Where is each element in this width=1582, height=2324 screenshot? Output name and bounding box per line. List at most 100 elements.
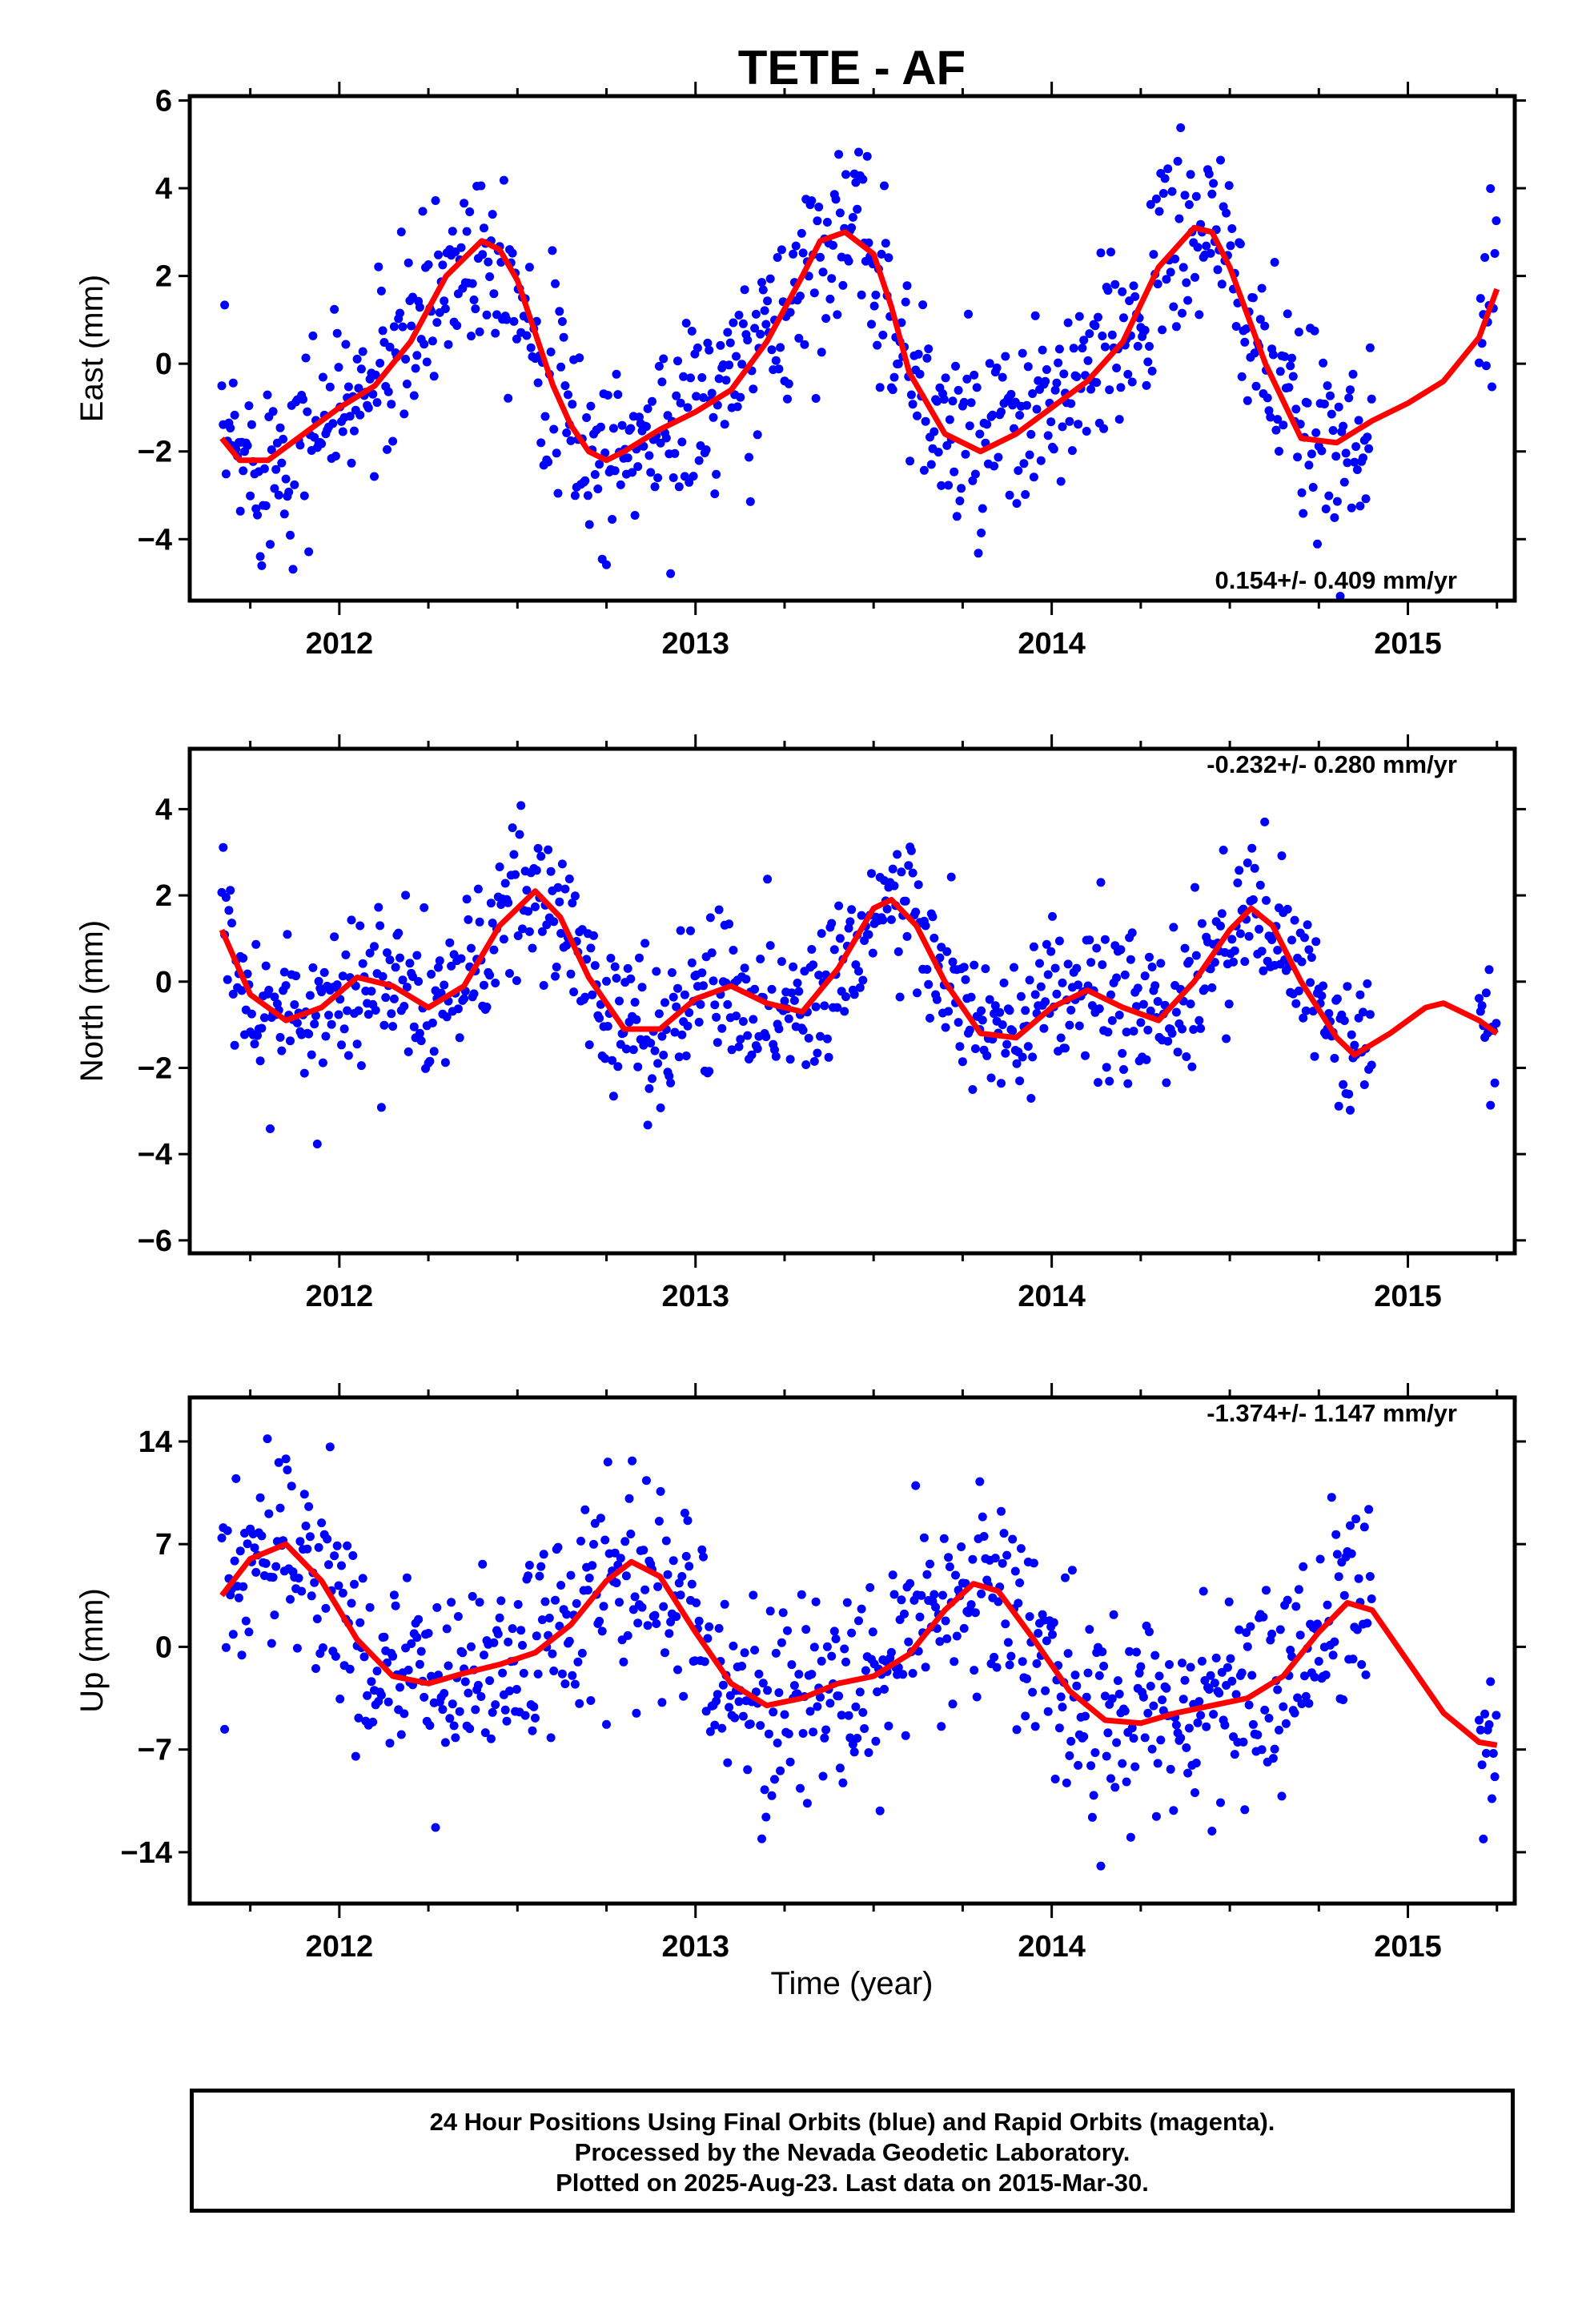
up-point xyxy=(588,1561,597,1570)
north-point xyxy=(1122,1027,1131,1037)
up-point xyxy=(354,1713,363,1723)
east-y-tick-label: 2 xyxy=(155,260,172,294)
east-point xyxy=(693,343,702,352)
up-point xyxy=(990,1652,999,1662)
north-point xyxy=(1085,935,1094,945)
up-point xyxy=(241,1616,251,1626)
east-point xyxy=(1313,539,1322,549)
north-point xyxy=(1330,1054,1339,1063)
east-point xyxy=(1307,449,1316,459)
up-point xyxy=(531,1713,540,1723)
north-point xyxy=(954,1018,963,1027)
north-point xyxy=(314,976,323,986)
north-point xyxy=(381,993,391,1003)
north-point xyxy=(1061,1043,1070,1053)
up-point xyxy=(681,1551,691,1561)
east-point xyxy=(893,359,903,368)
east-point xyxy=(654,361,664,371)
up-point xyxy=(343,1541,352,1550)
east-point xyxy=(977,529,986,537)
north-point xyxy=(1355,990,1365,999)
up-point xyxy=(771,1648,781,1658)
up-point xyxy=(972,1692,982,1702)
up-point xyxy=(1099,1662,1109,1671)
up-point xyxy=(1014,1598,1023,1608)
east-point xyxy=(1042,365,1051,374)
east-point xyxy=(1255,315,1265,324)
east-y-axis-label: East (mm) xyxy=(74,275,110,422)
up-point xyxy=(1158,1695,1167,1705)
up-point xyxy=(939,1534,949,1543)
east-point xyxy=(1361,494,1371,504)
up-point xyxy=(970,1666,979,1675)
north-point xyxy=(650,1046,660,1055)
up-point xyxy=(263,1434,272,1444)
east-point xyxy=(1012,499,1022,509)
up-point xyxy=(992,1663,1002,1672)
up-point xyxy=(577,1648,587,1658)
east-point xyxy=(617,420,627,430)
east-point xyxy=(1206,248,1215,258)
north-point xyxy=(1066,1005,1076,1015)
up-point xyxy=(703,1634,713,1643)
up-point xyxy=(1106,1774,1115,1783)
up-point xyxy=(1492,1711,1501,1720)
north-point xyxy=(374,903,383,912)
north-point xyxy=(469,989,479,999)
north-point xyxy=(1195,1015,1204,1025)
north-point xyxy=(371,1006,380,1015)
up-x-tick-label: 2012 xyxy=(306,1930,374,1964)
north-point xyxy=(1103,1027,1113,1037)
east-point xyxy=(1490,249,1500,258)
north-point xyxy=(784,1014,793,1023)
up-point xyxy=(938,1590,947,1600)
east-point xyxy=(1213,265,1223,275)
up-point xyxy=(640,1585,650,1594)
up-point xyxy=(1295,1630,1305,1640)
east-point xyxy=(602,560,611,569)
east-point xyxy=(709,412,718,422)
up-y-tick-label: 0 xyxy=(155,1630,172,1664)
north-point xyxy=(379,1020,389,1030)
east-point xyxy=(595,460,604,469)
up-point xyxy=(1066,1736,1076,1746)
north-point xyxy=(1023,1042,1033,1051)
up-point xyxy=(1230,1750,1239,1759)
north-point xyxy=(743,1031,753,1040)
east-point xyxy=(725,338,735,348)
east-point xyxy=(1063,318,1073,328)
north-point xyxy=(330,932,339,942)
up-point xyxy=(1132,1647,1141,1657)
east-point xyxy=(596,422,605,432)
east-point xyxy=(568,400,577,409)
north-point xyxy=(1260,817,1270,826)
east-point xyxy=(1151,194,1161,203)
east-point xyxy=(1231,322,1241,331)
east-point xyxy=(817,348,826,357)
east-point xyxy=(945,415,954,424)
up-point xyxy=(476,1692,486,1701)
east-point xyxy=(370,472,379,481)
north-point xyxy=(780,996,789,1006)
north-point xyxy=(412,951,422,960)
up-point xyxy=(424,1629,433,1638)
north-point xyxy=(1324,1009,1334,1018)
north-point xyxy=(610,962,620,971)
north-point xyxy=(1332,994,1342,1003)
east-point xyxy=(1347,503,1356,513)
up-point xyxy=(789,1681,799,1691)
north-point xyxy=(415,1028,424,1038)
up-point xyxy=(1147,1744,1157,1754)
east-point xyxy=(721,376,731,385)
east-point xyxy=(271,464,281,474)
north-point xyxy=(844,923,853,933)
east-point xyxy=(1050,385,1060,395)
up-point xyxy=(488,1707,497,1717)
up-point xyxy=(1065,1751,1074,1760)
up-point xyxy=(888,1570,897,1580)
east-point xyxy=(221,469,231,479)
east-point xyxy=(1294,328,1303,337)
north-model-curve xyxy=(219,888,1499,1058)
north-point xyxy=(546,866,556,876)
east-point xyxy=(858,175,868,184)
